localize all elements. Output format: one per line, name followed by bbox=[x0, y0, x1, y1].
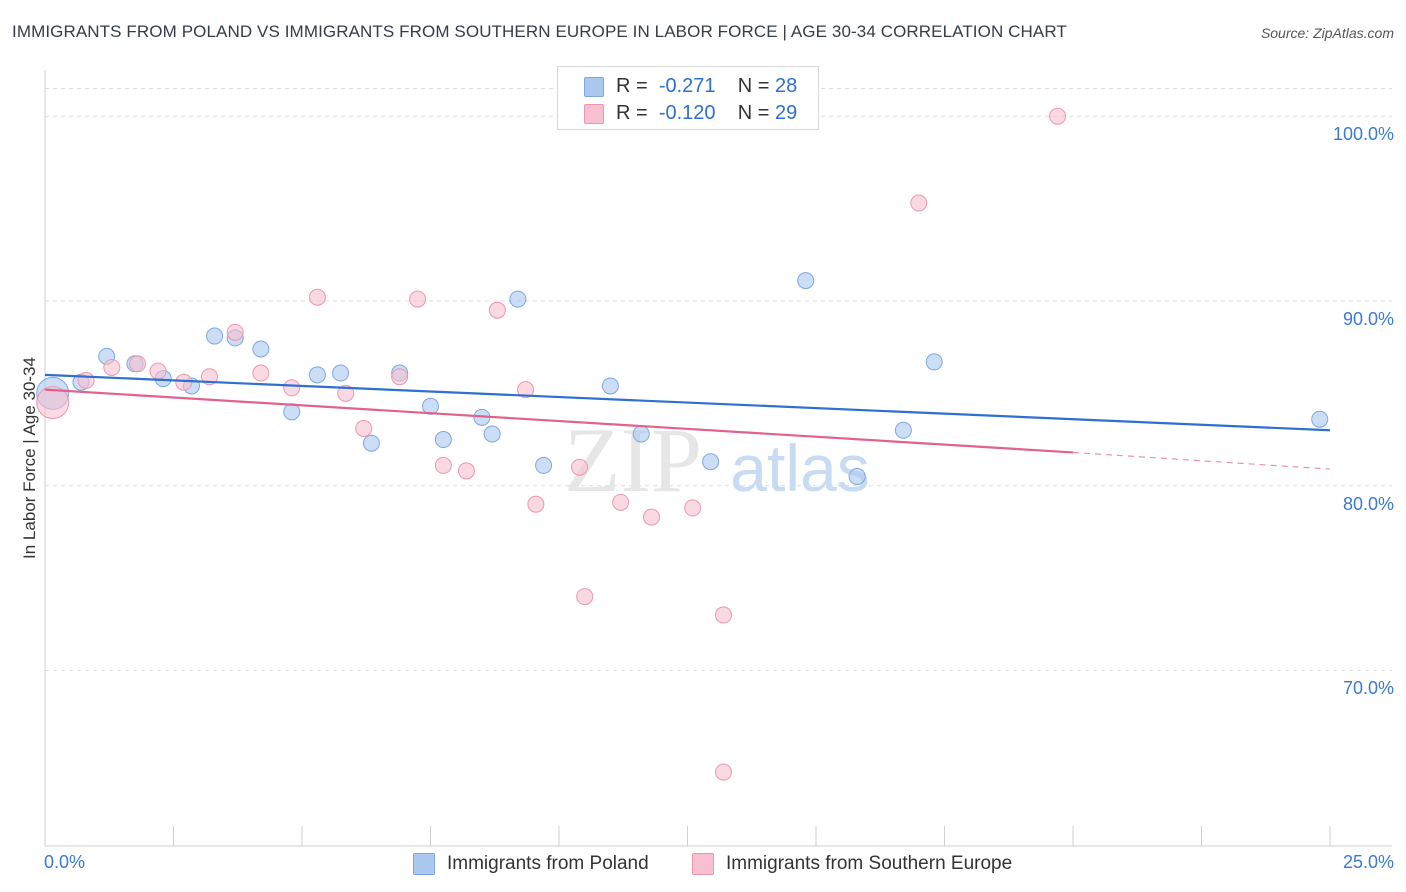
watermark-atlas: atlas bbox=[730, 431, 869, 505]
point-southern-europe bbox=[612, 493, 630, 511]
point-poland bbox=[702, 453, 720, 471]
point-southern-europe bbox=[409, 290, 427, 308]
point-poland bbox=[206, 327, 224, 345]
series-label-southern-europe: Immigrants from Southern Europe bbox=[726, 853, 1013, 874]
point-southern-europe bbox=[252, 364, 270, 382]
point-poland bbox=[535, 456, 553, 474]
y-tick-label: 100.0% bbox=[1332, 124, 1394, 145]
point-poland bbox=[925, 353, 943, 371]
point-poland bbox=[601, 377, 619, 395]
point-southern-europe bbox=[77, 371, 95, 389]
legend-r-label: R = bbox=[616, 75, 648, 97]
stats-legend: R = -0.271 N = 28 R = -0.120 N = 29 bbox=[557, 66, 819, 130]
point-southern-europe bbox=[571, 458, 589, 476]
trend-line-southern-europe-extrapolated bbox=[1072, 451, 1331, 470]
trend-line-southern-europe bbox=[44, 388, 1074, 454]
legend-r-value-southern-europe: -0.120 bbox=[658, 102, 716, 124]
point-poland bbox=[283, 403, 301, 421]
axes bbox=[44, 70, 1392, 847]
point-southern-europe bbox=[457, 462, 475, 480]
trend-line-poland bbox=[44, 373, 1331, 432]
point-poland bbox=[362, 434, 380, 452]
legend-n-label: N = bbox=[737, 102, 770, 124]
point-southern-europe bbox=[1049, 107, 1067, 125]
legend-r-value-poland: -0.271 bbox=[658, 75, 716, 97]
legend-n-value-poland: 28 bbox=[775, 75, 798, 97]
point-southern-europe bbox=[129, 355, 147, 373]
data-points bbox=[36, 107, 1329, 781]
legend-n-value-southern-europe: 29 bbox=[775, 102, 798, 124]
legend-n-label: N = bbox=[737, 75, 770, 97]
y-tick-label: 80.0% bbox=[1342, 493, 1394, 514]
chart-title: IMMIGRANTS FROM POLAND VS IMMIGRANTS FRO… bbox=[12, 22, 1067, 41]
point-southern-europe bbox=[910, 194, 928, 212]
point-poland bbox=[797, 272, 815, 290]
y-tick-label: 90.0% bbox=[1342, 308, 1394, 329]
point-southern-europe bbox=[714, 763, 732, 781]
point-southern-europe bbox=[527, 495, 545, 513]
point-poland bbox=[252, 340, 270, 358]
point-southern-europe bbox=[391, 368, 409, 386]
point-southern-europe bbox=[643, 508, 661, 526]
legend-swatch-southern-europe bbox=[584, 104, 604, 124]
point-southern-europe bbox=[355, 419, 373, 437]
x-tick-label-max: 25.0% bbox=[1342, 852, 1394, 872]
legend-r-label: R = bbox=[616, 102, 648, 124]
point-poland bbox=[434, 431, 452, 449]
legend-swatch-poland bbox=[584, 77, 604, 97]
point-southern-europe bbox=[308, 288, 326, 306]
point-southern-europe bbox=[488, 301, 506, 319]
y-tick-label: 70.0% bbox=[1342, 678, 1394, 699]
point-southern-europe bbox=[36, 386, 70, 420]
series-swatch-southern-europe bbox=[692, 853, 714, 875]
point-poland bbox=[632, 425, 650, 443]
point-southern-europe bbox=[226, 323, 244, 341]
point-southern-europe bbox=[684, 499, 702, 517]
series-label-poland: Immigrants from Poland bbox=[447, 853, 649, 874]
point-poland bbox=[1311, 410, 1329, 428]
gridlines bbox=[45, 87, 1392, 671]
point-southern-europe bbox=[283, 379, 301, 397]
point-poland bbox=[509, 290, 527, 308]
point-southern-europe bbox=[714, 606, 732, 624]
point-southern-europe bbox=[434, 456, 452, 474]
trend-lines bbox=[44, 373, 1331, 470]
point-poland bbox=[332, 364, 350, 382]
point-southern-europe bbox=[576, 588, 594, 606]
source-credit: Source: ZipAtlas.com bbox=[1260, 25, 1394, 41]
point-southern-europe bbox=[175, 373, 193, 391]
point-southern-europe bbox=[103, 358, 121, 376]
point-southern-europe bbox=[337, 384, 355, 402]
point-poland bbox=[894, 421, 912, 439]
point-southern-europe bbox=[517, 381, 535, 399]
point-poland bbox=[308, 366, 326, 384]
series-swatch-poland bbox=[413, 853, 435, 875]
point-poland bbox=[483, 425, 501, 443]
point-southern-europe bbox=[149, 362, 167, 380]
point-poland bbox=[848, 467, 866, 485]
watermark-zip: ZIP bbox=[564, 409, 702, 511]
x-tick-label-min: 0.0% bbox=[44, 852, 86, 872]
